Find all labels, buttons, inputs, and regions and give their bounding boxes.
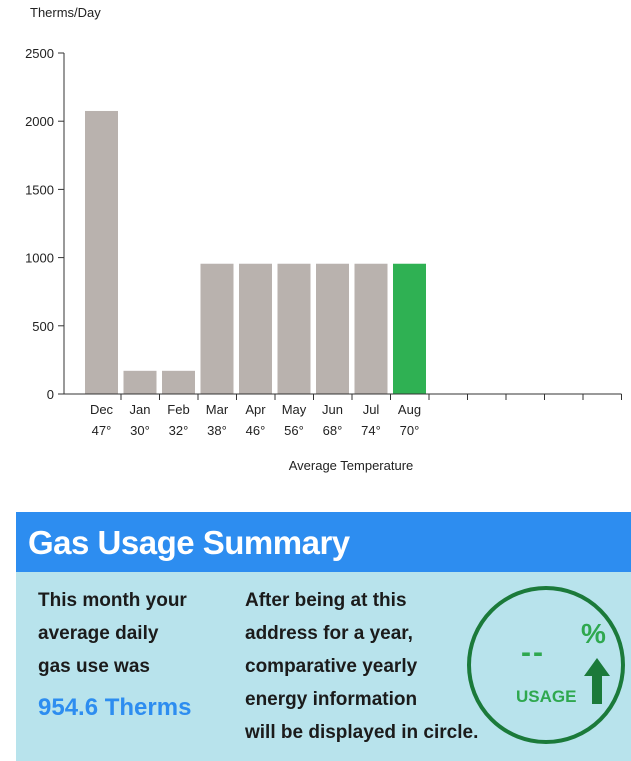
x-tick-label: Dec <box>90 402 114 417</box>
x-tick-label: Aug <box>398 402 421 417</box>
bar-jul <box>354 263 388 394</box>
temperature-label: 47° <box>92 423 112 438</box>
x-tick-label: Apr <box>245 402 266 417</box>
note-line-4: energy information <box>245 689 418 710</box>
temperature-label: 70° <box>400 423 420 438</box>
temperature-label: 56° <box>284 423 304 438</box>
usage-label: USAGE <box>516 687 577 706</box>
usage-line-1: This month your <box>38 590 187 611</box>
bars <box>85 110 426 394</box>
x-tick-label: May <box>282 402 307 417</box>
comparison-note: After being at this address for a year, … <box>245 584 495 749</box>
x-tick-label: Feb <box>167 402 189 417</box>
y-tick-label: 2000 <box>25 114 54 129</box>
bar-dec <box>85 110 118 394</box>
x-tick-label: Jul <box>363 402 380 417</box>
note-line-5: will be displayed in circle. <box>245 722 479 743</box>
y-tick-label: 500 <box>32 319 54 334</box>
usage-line-2: average daily <box>38 623 159 644</box>
temperature-label: 30° <box>130 423 150 438</box>
x-axis-label: Average Temperature <box>289 458 414 473</box>
temperature-label: 74° <box>361 423 381 438</box>
therms-value: 954.6 Therms <box>38 694 192 721</box>
note-line-1: After being at this <box>245 590 407 611</box>
temperature-label: 38° <box>207 423 227 438</box>
x-axis: Dec 47° Jan 30° Feb 32° Mar 38° Apr 46° May 56° Jun 6… <box>64 393 622 438</box>
y-tick-label: 2500 <box>25 46 54 61</box>
bar-may <box>277 263 311 394</box>
x-tick-label: Mar <box>206 402 229 417</box>
bar-aug <box>393 263 426 394</box>
bar-jun <box>316 263 349 394</box>
bar-mar <box>200 263 234 394</box>
temperature-label: 46° <box>246 423 266 438</box>
usage-chart: Therms/Day 0 500 1000 1500 2000 2500 Dec 47° Ja… <box>25 5 622 473</box>
usage-statement: This month your average daily gas use wa… <box>38 584 228 724</box>
bar-jan <box>123 370 157 394</box>
usage-dash: -- <box>521 636 545 669</box>
temperature-label: 68° <box>323 423 343 438</box>
temperature-label: 32° <box>169 423 189 438</box>
note-line-3: comparative yearly <box>245 656 418 677</box>
y-axis-label: Therms/Day <box>30 5 101 20</box>
y-tick-label: 1000 <box>25 251 54 266</box>
y-tick-label: 0 <box>47 387 54 402</box>
percent-sign: % <box>581 618 606 649</box>
up-arrow-icon <box>584 658 610 704</box>
usage-circle: -- % USAGE <box>467 586 625 744</box>
x-tick-label: Jan <box>130 402 151 417</box>
y-axis: 0 500 1000 1500 2000 2500 <box>25 46 65 402</box>
summary-title: Gas Usage Summary <box>16 512 631 572</box>
note-line-2: address for a year, <box>245 623 413 644</box>
bar-feb <box>162 370 195 394</box>
bar-apr <box>239 263 272 394</box>
gas-usage-summary: Gas Usage Summary This month your averag… <box>16 512 631 761</box>
usage-line-3: gas use was <box>38 656 150 677</box>
y-tick-label: 1500 <box>25 182 54 197</box>
x-tick-label: Jun <box>322 402 343 417</box>
